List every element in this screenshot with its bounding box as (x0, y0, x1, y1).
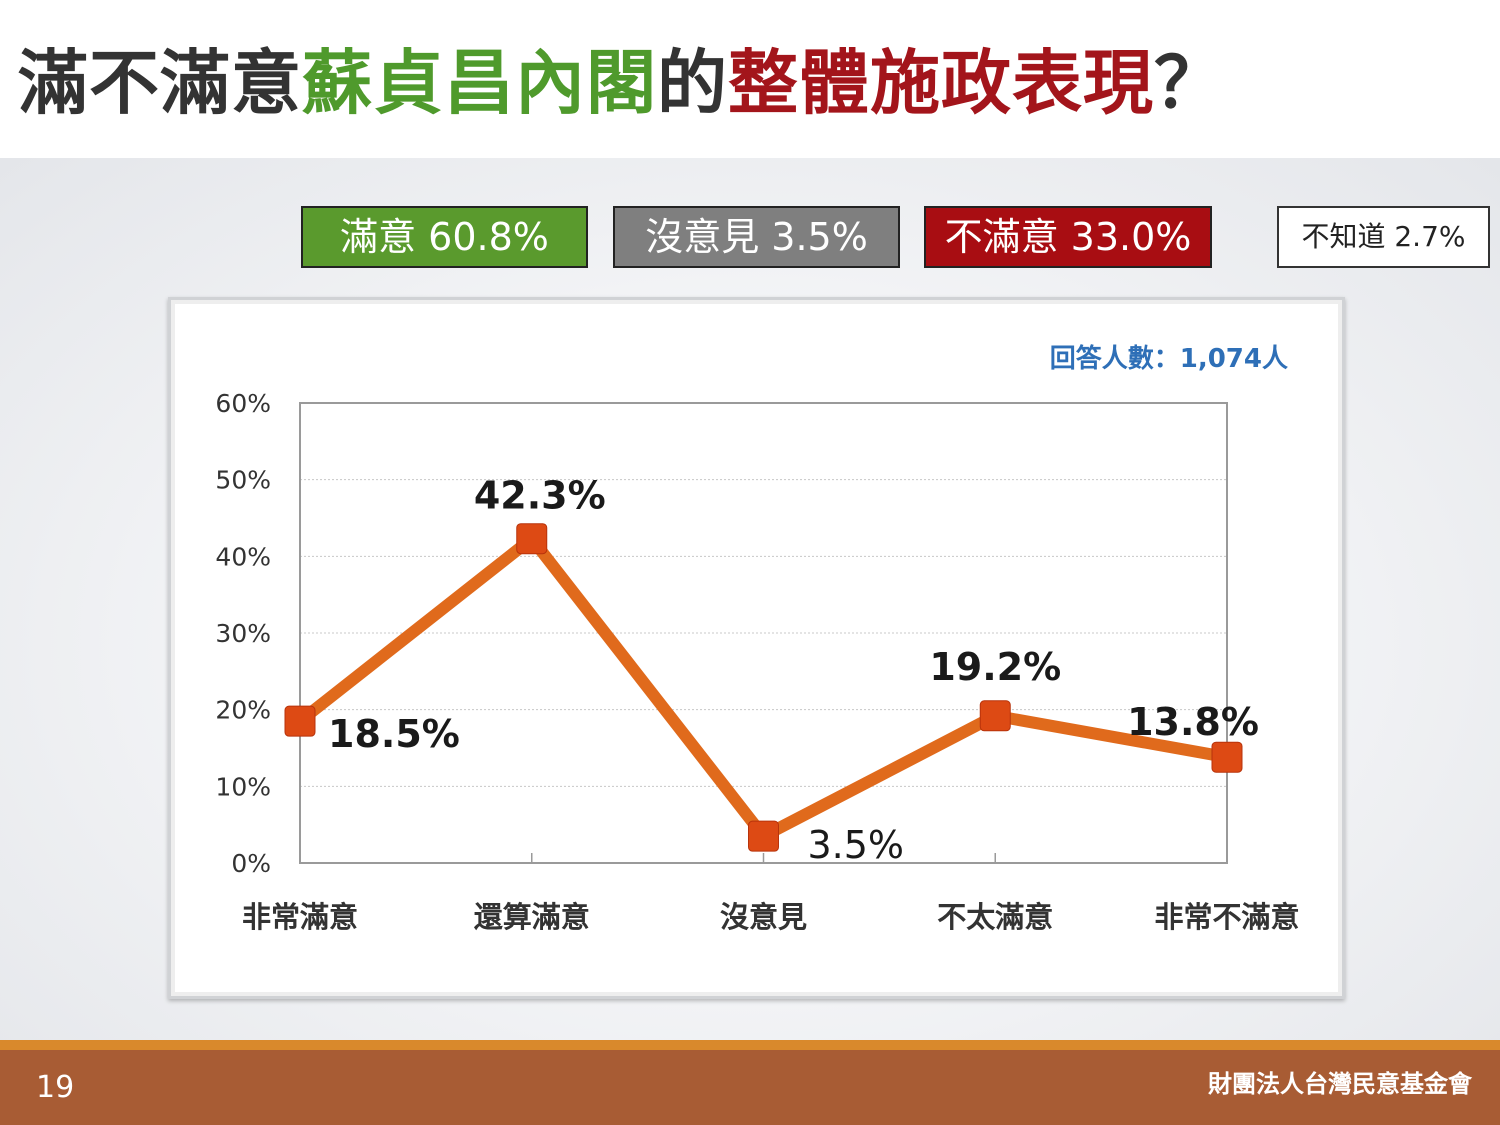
data-marker (979, 700, 1011, 732)
y-tick-label: 10% (215, 772, 271, 801)
grid-lines (300, 479, 1227, 787)
data-label: 13.8% (1127, 700, 1259, 744)
title-bar: 滿不滿意蘇貞昌內閣的整體施政表現？ (0, 0, 1500, 158)
dissatisfied-summary-badge: 不滿意 33.0% (924, 206, 1212, 268)
y-axis-ticks: 0% 10% 20% 30% 40% 50% 60% (215, 389, 271, 878)
data-labels: 18.5% 42.3% 3.5% 19.2% 13.8% (328, 474, 1259, 867)
y-tick-label: 0% (231, 849, 271, 878)
title-part-mark: ？ (1154, 42, 1225, 124)
x-category-label: 非常不滿意 (1154, 900, 1299, 934)
title-part-cabinet: 蘇貞昌內閣 (302, 42, 657, 124)
y-tick-label: 30% (215, 619, 271, 648)
data-markers (284, 523, 1243, 852)
footer-bar (0, 1050, 1500, 1125)
footer-stripe (0, 1040, 1500, 1050)
title-part-of: 的 (657, 42, 728, 124)
line-chart: 回答人數：1,074人 0% 10% 20% 30% 40% 50% 60% 非常滿意 還算滿… (215, 343, 1300, 934)
title-part-performance: 整體施政表現 (728, 42, 1154, 124)
y-tick-label: 40% (215, 542, 271, 571)
data-label: 42.3% (474, 474, 606, 518)
x-category-label: 沒意見 (720, 900, 807, 934)
x-axis-ticks: 非常滿意 還算滿意 沒意見 不太滿意 非常不滿意 (242, 853, 1300, 934)
series-line (296, 530, 1229, 844)
title-part-question: 滿不滿意 (18, 42, 302, 124)
data-label: 19.2% (929, 645, 1061, 689)
y-tick-label: 20% (215, 696, 271, 725)
data-label: 18.5% (328, 712, 460, 756)
data-marker (1211, 741, 1243, 773)
x-category-label: 還算滿意 (474, 900, 590, 934)
data-marker (516, 523, 548, 555)
neutral-summary-badge: 沒意見 3.5% (613, 206, 900, 268)
page-number: 19 (36, 1070, 75, 1105)
data-label: 3.5% (808, 823, 905, 867)
x-category-label: 不太滿意 (937, 900, 1053, 934)
dont-know-summary-badge: 不知道 2.7% (1277, 206, 1490, 268)
chart-panel: 回答人數：1,074人 0% 10% 20% 30% 40% 50% 60% 非常滿意 還算滿… (168, 297, 1345, 999)
satisfied-summary-badge: 滿意 60.8% (301, 206, 588, 268)
y-tick-label: 50% (215, 466, 271, 495)
y-tick-label: 60% (215, 389, 271, 418)
plot-area-frame (299, 402, 1228, 864)
data-marker (284, 705, 316, 737)
data-marker (748, 820, 779, 852)
slide-title: 滿不滿意蘇貞昌內閣的整體施政表現？ (18, 38, 1225, 128)
x-category-label: 非常滿意 (242, 900, 358, 934)
respondents-count: 回答人數：1,074人 (1050, 343, 1288, 374)
organization-name: 財團法人台灣民意基金會 (1208, 1070, 1472, 1098)
